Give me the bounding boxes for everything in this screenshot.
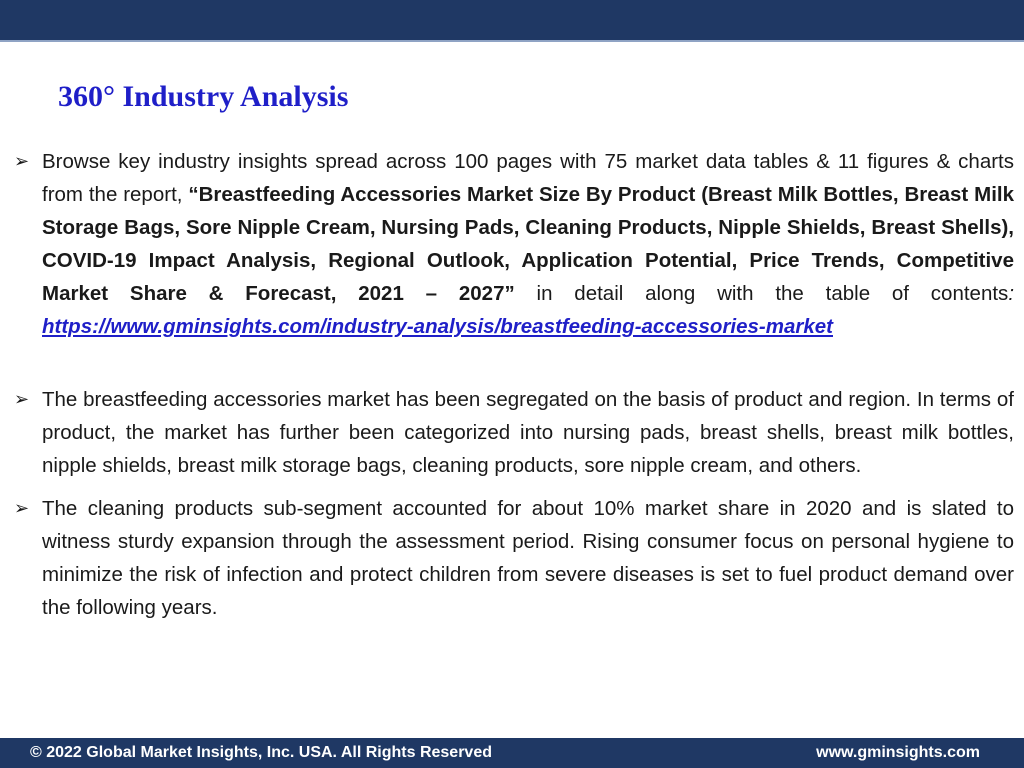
bullet-item-segmentation: ➢ The breastfeeding accessories market h… [14, 383, 1014, 482]
bullet-item-cleaning-products: ➢ The cleaning products sub-segment acco… [14, 492, 1014, 624]
bullet-text: The cleaning products sub-segment accoun… [42, 497, 1014, 619]
colon-text: : [1008, 282, 1015, 305]
report-link[interactable]: https://www.gminsights.com/industry-anal… [42, 315, 833, 338]
bullet-text: Browse key industry insights spread acro… [42, 150, 1014, 206]
arrow-bullet-icon: ➢ [14, 389, 30, 409]
website-link[interactable]: www.gminsights.com [816, 744, 980, 761]
bullet-item-report: ➢ Browse key industry insights spread ac… [14, 145, 1014, 343]
bullet-text-after: in detail along with the table of conten… [514, 282, 1009, 305]
arrow-bullet-icon: ➢ [14, 498, 30, 518]
bullet-text: The breastfeeding accessories market has… [42, 388, 1014, 477]
page-title: 360° Industry Analysis [58, 80, 349, 113]
footer-bar: © 2022 Global Market Insights, Inc. USA.… [0, 738, 1024, 768]
copyright-text: © 2022 Global Market Insights, Inc. USA.… [30, 744, 492, 761]
report-title: “Breastfeeding Accessories Market Size B… [42, 183, 1014, 305]
bullet-list: ➢ Browse key industry insights spread ac… [14, 145, 1014, 624]
header-bar [0, 0, 1024, 42]
arrow-bullet-icon: ➢ [14, 151, 30, 171]
